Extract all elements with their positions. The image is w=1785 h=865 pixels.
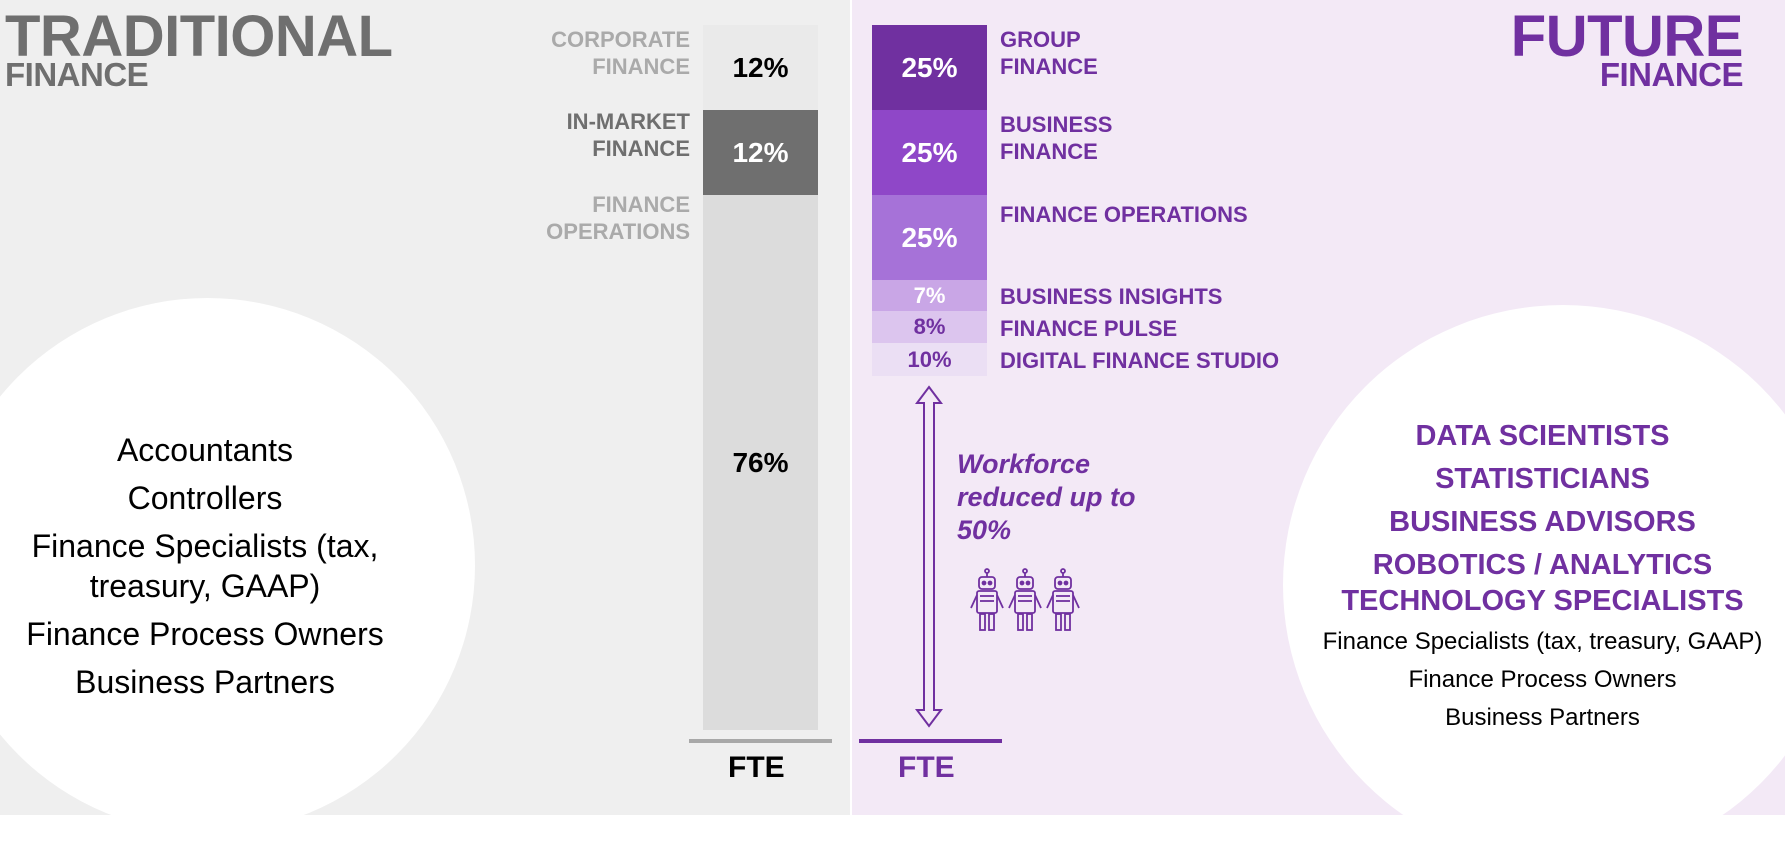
other-role-item: Finance Process Owners	[1408, 666, 1677, 693]
workforce-reduction-note: Workforce reduced up to 50%	[957, 449, 1136, 545]
future-seg-digital-finance-studio: 10%	[872, 343, 987, 376]
future-label-digital-finance-studio: DIGITAL FINANCE STUDIO	[1000, 348, 1280, 373]
future-seg-group-finance: 25%	[872, 25, 987, 110]
double-arrow-icon	[915, 385, 943, 728]
future-fte-column: 25% 25% 25% 7% 8% 10%	[872, 25, 987, 376]
future-seg-finance-operations: 25%	[872, 195, 987, 280]
future-title-line2: FINANCE	[1599, 56, 1744, 93]
trad-seg-in-market-finance: 12%	[703, 110, 818, 195]
future-label-group-finance: GROUP FINANCE	[1000, 27, 1098, 79]
trad-label-in-market-finance: IN-MARKET FINANCE	[566, 109, 690, 161]
role-item: Finance Specialists (tax,	[31, 528, 379, 564]
role-item: Finance Process Owners	[26, 616, 384, 652]
key-role-item: TECHNOLOGY SPECIALISTS	[1341, 585, 1744, 617]
role-item: Business Partners	[75, 664, 335, 700]
future-label-finance-pulse: FINANCE PULSE	[1000, 316, 1178, 341]
trad-seg-finance-operations: 76%	[703, 195, 818, 730]
traditional-title-line2: FINANCE	[5, 56, 149, 93]
future-title: FUTURE FINANCE	[1510, 0, 1744, 93]
robot-icon	[1008, 568, 1042, 631]
trad-seg-corporate-finance: 12%	[703, 25, 818, 110]
future-label-business-finance: BUSINESS FINANCE	[1000, 112, 1113, 164]
role-item: Controllers	[127, 480, 283, 516]
traditional-roles-list: Accountants Controllers Finance Speciali…	[0, 430, 410, 710]
other-role-item: Business Partners	[1445, 704, 1640, 731]
key-role-item: ROBOTICS / ANALYTICS	[1372, 549, 1713, 581]
key-role-item: STATISTICIANS	[1435, 463, 1650, 495]
traditional-title: TRADITIONAL FINANCE	[5, 0, 393, 93]
traditional-fte-column: 12% 12% 76%	[703, 25, 818, 730]
key-role-item: BUSINESS ADVISORS	[1389, 506, 1696, 538]
traditional-roles-circle	[0, 298, 475, 833]
trad-label-finance-operations: FINANCE OPERATIONS	[546, 192, 690, 244]
robot-icon	[1046, 568, 1080, 631]
traditional-axis-label: FTE	[728, 751, 785, 784]
future-roles-list: DATA SCIENTISTS STATISTICIANS BUSINESS A…	[1290, 418, 1785, 733]
future-seg-business-finance: 25%	[872, 110, 987, 195]
future-label-business-insights: BUSINESS INSIGHTS	[1000, 284, 1223, 309]
future-roles-circle	[1283, 305, 1785, 865]
future-label-finance-operations: FINANCE OPERATIONS	[1000, 202, 1248, 227]
future-baseline	[859, 739, 1002, 743]
other-role-item: Finance Specialists (tax, treasury, GAAP…	[1322, 628, 1763, 655]
future-seg-finance-pulse: 8%	[872, 311, 987, 343]
trad-label-corporate-finance: CORPORATE FINANCE	[551, 27, 690, 79]
traditional-title-line1: TRADITIONAL	[5, 4, 393, 69]
robot-icon	[970, 568, 1004, 631]
future-seg-business-insights: 7%	[872, 280, 987, 311]
role-item: Accountants	[116, 432, 294, 468]
key-role-item: DATA SCIENTISTS	[1415, 420, 1670, 452]
robots-group	[970, 568, 1080, 631]
future-title-line1: FUTURE	[1510, 4, 1744, 69]
traditional-baseline	[689, 739, 832, 743]
role-item: treasury, GAAP)	[89, 568, 321, 604]
future-axis-label: FTE	[898, 751, 955, 784]
